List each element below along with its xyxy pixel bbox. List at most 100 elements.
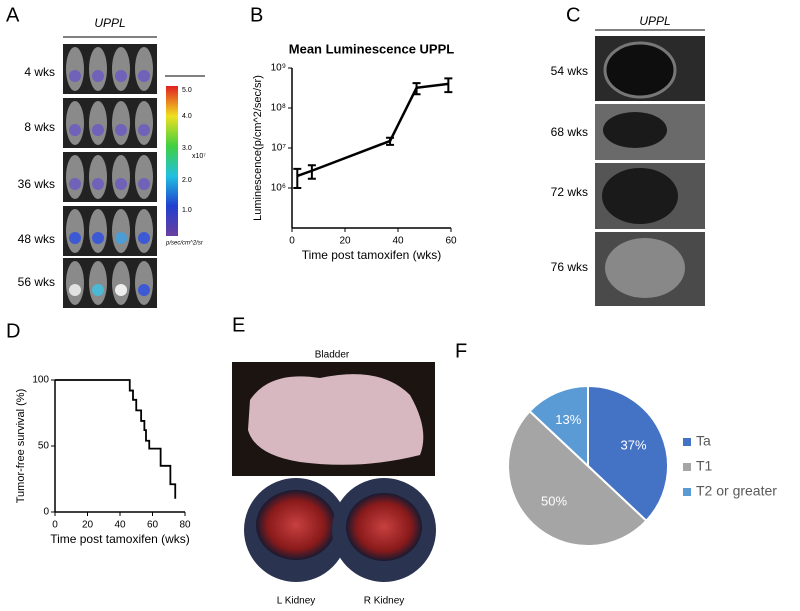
x-axis-label: Time post tamoxifen (wks) [302, 248, 442, 262]
signal [115, 70, 127, 82]
ultrasound-detail [603, 112, 667, 148]
mouse [135, 47, 153, 91]
signal [138, 284, 150, 296]
legend-label: T2 or greater [696, 483, 777, 499]
signal [138, 70, 150, 82]
mouse [112, 47, 130, 91]
mouse [135, 155, 153, 199]
row-label: 8 wks [24, 120, 55, 134]
colorbar-tick: 2.0 [182, 177, 192, 184]
row-label: 72 wks [551, 185, 588, 199]
signal [115, 124, 127, 136]
legend-swatch [683, 438, 691, 446]
x-axis-label: Time post tamoxifen (wks) [50, 532, 190, 546]
y-tick-label: 10⁹ [271, 63, 286, 74]
ultrasound-images [595, 36, 705, 306]
mouse [135, 209, 153, 253]
mouse [66, 101, 84, 145]
signal [69, 124, 81, 136]
colorbar-tick: 3.0 [182, 145, 192, 152]
legend-label: T1 [696, 458, 713, 474]
pie-slice [587, 384, 669, 523]
ultrasound-detail [603, 41, 677, 99]
mouse [89, 47, 107, 91]
mouse-images [63, 44, 157, 308]
x-tick-label: 20 [82, 520, 94, 531]
signal [92, 232, 104, 244]
row-label: 76 wks [551, 260, 588, 274]
signal [115, 232, 127, 244]
error-bar [386, 136, 395, 146]
signal [92, 284, 104, 296]
slice-label: 50% [541, 494, 567, 509]
row-label: 48 wks [18, 232, 55, 246]
panel-label: E [232, 314, 245, 336]
mouse [66, 261, 84, 305]
mouse [89, 101, 107, 145]
x-tick-label: 80 [179, 520, 191, 531]
x-tick-label: 0 [52, 520, 58, 531]
error-bar [307, 164, 316, 180]
chart-title: Mean Luminescence UPPL [289, 41, 454, 56]
error-bar [444, 77, 453, 94]
y-tick-label: 0 [43, 507, 49, 518]
signal [69, 178, 81, 190]
panel-label: B [250, 4, 263, 26]
row-label: 56 wks [18, 275, 55, 289]
signal [92, 124, 104, 136]
mouse [89, 209, 107, 253]
survival-curve [55, 379, 177, 499]
error-bar [412, 82, 421, 96]
signal [138, 178, 150, 190]
legend-swatch [683, 488, 691, 496]
x-tick-label: 0 [289, 236, 295, 247]
colorbar-tick: 5.0 [182, 87, 192, 94]
signal [115, 178, 127, 190]
y-axis-label: Tumor-free survival (%) [15, 389, 27, 504]
mouse [112, 209, 130, 253]
x-tick-label: 40 [392, 236, 404, 247]
x-tick-label: 60 [445, 236, 457, 247]
slice-label: 13% [555, 412, 581, 427]
pie-slice [507, 409, 648, 547]
mouse [112, 261, 130, 305]
ultrasound-detail [605, 238, 685, 298]
signal [138, 124, 150, 136]
photo-label: R Kidney [364, 596, 405, 607]
signal [69, 232, 81, 244]
colorbar-scale: x10⁷ [192, 153, 206, 160]
kidney [256, 490, 336, 560]
mouse [135, 101, 153, 145]
signal [92, 70, 104, 82]
photo-label: L Kidney [277, 596, 316, 607]
y-tick-label: 50 [38, 441, 50, 452]
kidney [346, 493, 422, 561]
y-axis-label: Luminescence(p/cm^2/sec/sr) [252, 75, 264, 221]
signal [69, 70, 81, 82]
y-tick-label: 10⁸ [271, 103, 286, 114]
legend-swatch [683, 463, 691, 471]
mouse [66, 155, 84, 199]
pie-slice [528, 384, 589, 469]
ultrasound-detail [602, 168, 678, 224]
colorbar [166, 86, 178, 236]
legend-label: Ta [696, 433, 711, 449]
y-tick-label: 10⁶ [271, 183, 286, 194]
row-label: 68 wks [551, 125, 588, 139]
y-tick-label: 100 [32, 375, 49, 386]
x-tick-label: 20 [339, 236, 351, 247]
error-bar [293, 167, 302, 189]
signal [138, 232, 150, 244]
mouse [89, 155, 107, 199]
mouse [66, 209, 84, 253]
photo-title: Bladder [315, 350, 350, 361]
panel-label: A [6, 4, 20, 26]
colorbar-tick: 4.0 [182, 113, 192, 120]
mouse [112, 101, 130, 145]
x-tick-label: 60 [147, 520, 159, 531]
mouse [135, 261, 153, 305]
row-label: 54 wks [551, 64, 588, 78]
row-label: 36 wks [18, 177, 55, 191]
x-tick-label: 40 [114, 520, 126, 531]
